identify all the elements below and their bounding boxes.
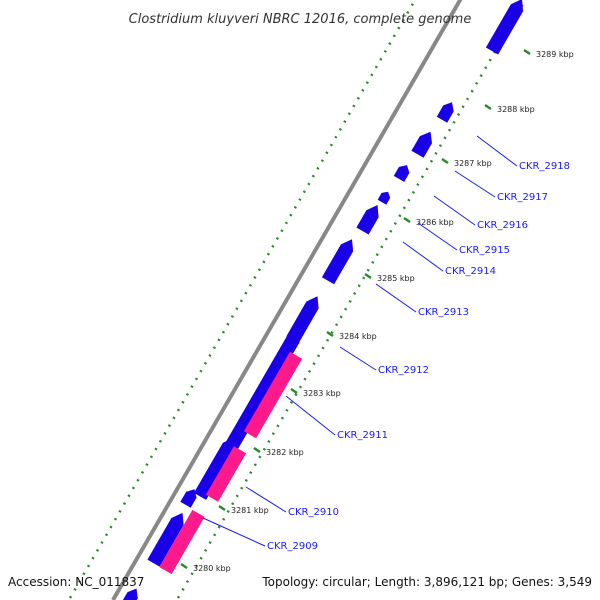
accession-text: Accession: NC_011837 <box>8 575 144 589</box>
gene-arrow <box>436 102 454 123</box>
label-leader-line <box>417 222 458 251</box>
label-leader-line <box>202 517 266 547</box>
tick-mark <box>523 48 531 56</box>
tick-mark <box>290 387 298 395</box>
tick-mark <box>180 562 188 570</box>
tick-mark <box>364 272 372 280</box>
gene-label: CKR_2909 <box>267 541 318 552</box>
label-leader-line <box>476 135 518 167</box>
gene-label: CKR_2915 <box>459 245 510 256</box>
label-leader-line <box>402 241 444 272</box>
gene-label: CKR_2912 <box>378 365 429 376</box>
gene-arrow <box>286 296 319 344</box>
gene-arrow <box>321 239 354 285</box>
gene-arrow <box>356 205 379 235</box>
map-title: Clostridium kluyveri NBRC 12016, complet… <box>129 12 472 27</box>
tick-layer: 3280 kbp 3281 kbp 3282 kbp 3283 kbp 3284 kbp… <box>180 48 574 573</box>
gene-label: CKR_2918 <box>519 161 570 172</box>
gene-arrow <box>411 131 432 158</box>
rna-gene-arrow <box>159 509 205 575</box>
gene-label: CKR_2911 <box>337 430 388 441</box>
leader-layer: CKR_2909 CKR_2910 CKR_2911 CKR_2912 CKR_2913… <box>202 135 570 552</box>
tick-label: 3281 kbp <box>231 506 269 515</box>
tick-mark <box>218 504 226 512</box>
gene-arrow <box>122 588 138 600</box>
rna-gene-arrow <box>243 351 303 439</box>
tick-label: 3284 kbp <box>339 332 377 341</box>
gene-arrow <box>147 512 184 567</box>
tick-label: 3280 kbp <box>193 564 231 573</box>
gene-label: CKR_2910 <box>288 507 339 518</box>
gene-label: CKR_2916 <box>477 220 528 231</box>
label-leader-line <box>433 195 476 226</box>
tick-label: 3285 kbp <box>377 274 415 283</box>
gc-dots-inner <box>176 0 527 599</box>
gene-layer <box>122 0 524 600</box>
tick-label: 3287 kbp <box>454 159 492 168</box>
gene-arrow <box>393 165 410 182</box>
rna-gene-arrow <box>205 446 247 502</box>
tick-mark <box>484 103 492 111</box>
label-leader-line <box>454 170 496 198</box>
label-leader-line <box>285 395 336 436</box>
gene-label: CKR_2914 <box>445 266 496 277</box>
gene-arrow <box>485 0 524 55</box>
tick-label: 3286 kbp <box>416 218 454 227</box>
tick-label: 3283 kbp <box>303 389 341 398</box>
label-leader-line <box>375 283 417 313</box>
label-leader-line <box>339 346 377 371</box>
tick-mark <box>253 446 261 454</box>
label-leader-line <box>245 486 287 513</box>
gene-label: CKR_2917 <box>497 192 548 203</box>
gene-arrow <box>217 330 300 464</box>
gene-arrow <box>180 489 197 508</box>
gene-arrow <box>377 191 391 205</box>
tick-mark <box>326 330 334 338</box>
genome-backbone <box>111 0 463 600</box>
tick-label: 3288 kbp <box>497 105 535 114</box>
tick-label: 3282 kbp <box>266 448 304 457</box>
topology-text: Topology: circular; Length: 3,896,121 bp… <box>261 575 592 589</box>
tick-mark <box>441 157 449 165</box>
tick-label: 3289 kbp <box>536 50 574 59</box>
gene-label: CKR_2913 <box>418 307 469 318</box>
tick-mark <box>403 216 411 224</box>
